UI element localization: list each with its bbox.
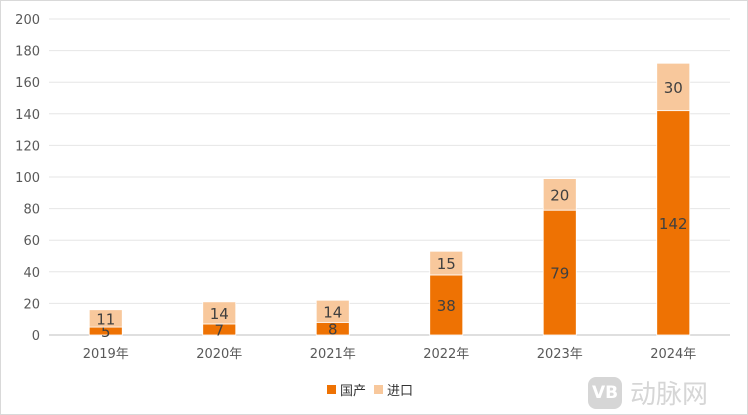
legend-swatch [327, 385, 336, 394]
data-label: 11 [96, 310, 115, 328]
x-tick-label: 2020年 [196, 347, 242, 362]
y-tick-label: 40 [23, 266, 40, 281]
data-label: 7 [214, 321, 224, 339]
legend: 国产 进口 [327, 380, 421, 399]
y-tick-label: 80 [23, 203, 40, 218]
watermark-text: 动脉网 [630, 380, 709, 410]
watermark-logo: VB [588, 376, 622, 409]
legend-swatch [374, 385, 384, 394]
bar-segment [88, 309, 123, 328]
x-tick-label: 2019年 [83, 347, 129, 362]
data-label: 20 [550, 186, 569, 204]
bar-segment [542, 209, 577, 336]
watermark: VB 动脉网 [588, 374, 708, 411]
y-tick-label: 100 [15, 171, 40, 186]
legend-item-domestic: 国产 [327, 380, 366, 399]
data-label: 14 [210, 305, 229, 323]
bar-segment [429, 250, 464, 276]
data-label: 14 [323, 303, 342, 321]
bar-segment [656, 62, 691, 112]
data-label: 8 [328, 321, 338, 339]
legend-item-imported: 进口 [374, 380, 413, 399]
bar-segment [429, 274, 464, 336]
x-tick-label: 2024年 [650, 347, 696, 362]
y-tick-label: 180 [15, 45, 40, 60]
bar-segment [656, 110, 691, 336]
y-tick-label: 140 [15, 108, 40, 123]
bar-segment [315, 299, 350, 323]
bar-segment [202, 301, 237, 325]
y-tick-label: 120 [15, 139, 40, 154]
data-label: 79 [550, 265, 569, 283]
legend-label: 进口 [387, 384, 414, 399]
x-tick-label: 2021年 [310, 347, 356, 362]
bar-segment [542, 178, 577, 211]
y-tick-label: 160 [15, 76, 40, 91]
data-label: 5 [101, 323, 111, 341]
y-tick-label: 0 [32, 329, 40, 344]
data-label: 38 [437, 297, 456, 315]
y-tick-label: 200 [15, 13, 40, 28]
y-tick-label: 20 [23, 297, 40, 312]
x-tick-label: 2023年 [537, 347, 583, 362]
data-label: 30 [664, 79, 683, 97]
x-tick-label: 2022年 [423, 347, 469, 362]
data-label: 142 [659, 215, 688, 233]
legend-label: 国产 [340, 384, 367, 399]
data-label: 15 [437, 255, 456, 273]
y-tick-label: 60 [23, 234, 40, 249]
